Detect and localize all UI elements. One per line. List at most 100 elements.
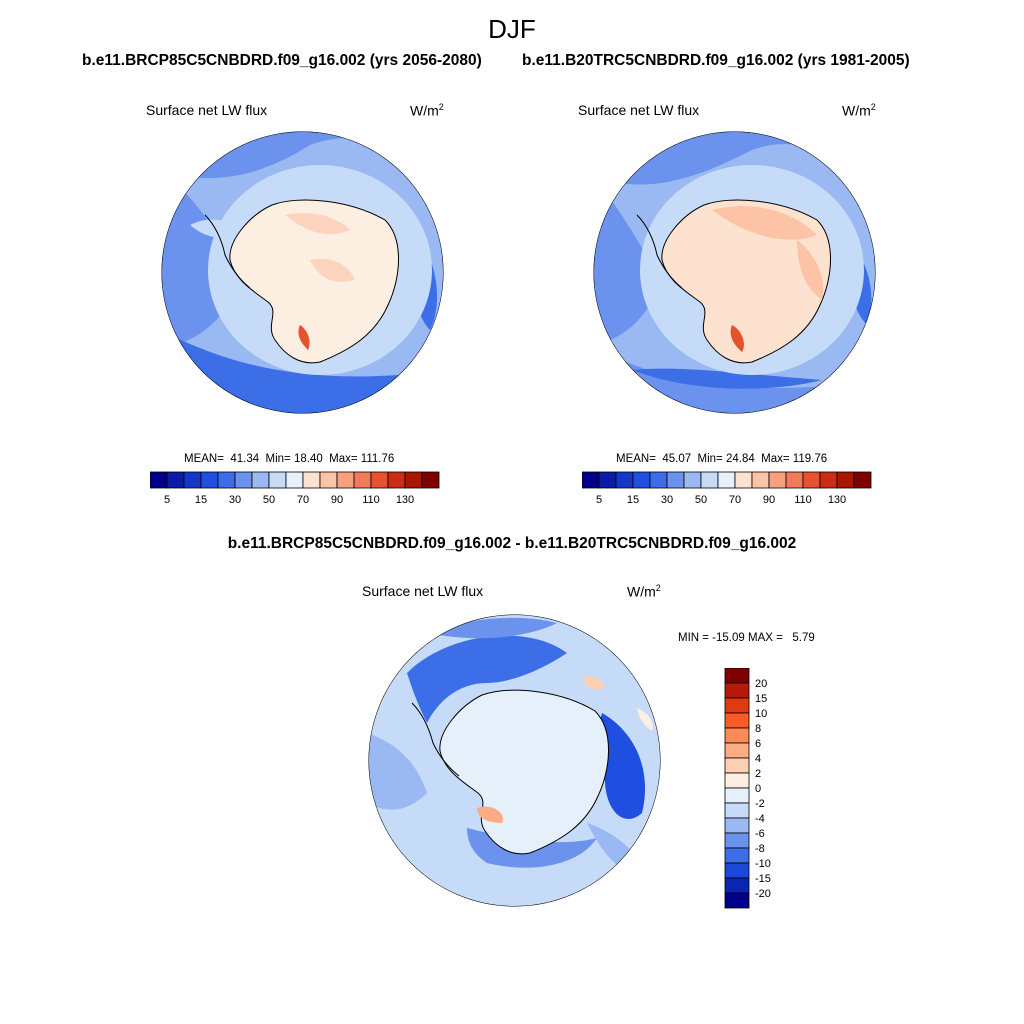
- panel2-colorbar-swatch: [666, 471, 685, 489]
- panel1-stats: MEAN= 41.34 Min= 18.40 Max= 111.76: [184, 453, 395, 465]
- panel1-colorbar-tick-label: 90: [331, 494, 343, 506]
- diff-colorbar-tick-label: 0: [755, 783, 761, 795]
- panel1-colorbar-swatch: [217, 471, 236, 489]
- diff-colorbar-swatch: [724, 877, 750, 894]
- panel2-colorbar-swatch: [615, 471, 634, 489]
- panel2-colorbar-tick-label: 5: [596, 494, 602, 506]
- diff-colorbar-tick-label: -6: [755, 828, 765, 840]
- panel2-colorbar-swatch: [700, 471, 719, 489]
- diff-colorbar-tick-label: -10: [755, 858, 771, 870]
- diff-colorbar-swatch: [724, 712, 750, 729]
- panel2-colorbar-swatch: [802, 471, 821, 489]
- panel1-colorbar-swatch: [251, 471, 270, 489]
- panel2-colorbar-swatch: [717, 471, 736, 489]
- panel1-polar-map: [161, 131, 444, 414]
- panel1-units: W/m2: [410, 102, 444, 119]
- panel2-units: W/m2: [842, 102, 876, 119]
- diff-colorbar-swatch: [724, 892, 750, 909]
- panel2-colorbar-tick-label: 15: [627, 494, 639, 506]
- diff-colorbar-swatch: [724, 787, 750, 804]
- panel2-colorbar-swatch: [836, 471, 855, 489]
- panel2-colorbar-tick-label: 130: [828, 494, 846, 506]
- panel2-colorbar-tick-label: 110: [794, 494, 812, 506]
- panel1-colorbar: 5 15 30 50 70 90 110 130: [150, 471, 440, 506]
- diff-colorbar-tick-label: -20: [755, 888, 771, 900]
- diff-colorbar-swatch: [724, 742, 750, 759]
- diff-colorbar-swatch: [724, 757, 750, 774]
- panel1-colorbar-swatch: [302, 471, 321, 489]
- panel1-colorbar-swatch: [387, 471, 406, 489]
- panel1-colorbar-swatch: [285, 471, 304, 489]
- panel2-case-title: b.e11.B20TRC5CNBDRD.f09_g16.002 (yrs 198…: [522, 52, 910, 69]
- panel2-colorbar-swatch: [734, 471, 753, 489]
- panel1-colorbar-swatch: [150, 471, 168, 489]
- panel1-colorbar-swatch: [166, 471, 185, 489]
- panel2-stats: MEAN= 45.07 Min= 24.84 Max= 119.76: [616, 453, 828, 465]
- panel2-colorbar-swatch: [683, 471, 702, 489]
- panel2-colorbar-swatch: [582, 471, 600, 489]
- panel1-colorbar-swatch: [319, 471, 338, 489]
- panel2-colorbar-tick-label: 30: [661, 494, 673, 506]
- diff-colorbar-swatch: [724, 847, 750, 864]
- panel1-colorbar-swatch: [234, 471, 253, 489]
- panel1-colorbar-tick-label: 30: [229, 494, 241, 506]
- panel1-variable-label: Surface net LW flux: [146, 102, 268, 118]
- panel1-colorbar-swatch: [183, 471, 202, 489]
- panel2-variable-label: Surface net LW flux: [578, 102, 700, 118]
- diff-colorbar-swatch: [724, 832, 750, 849]
- panel1-colorbar-swatch: [353, 471, 372, 489]
- diff-colorbar-tick-label: 2: [755, 768, 761, 780]
- diff-polar-map: [368, 614, 661, 907]
- panel1-colorbar-swatch: [336, 471, 355, 489]
- diff-colorbar-tick-label: 20: [755, 678, 767, 690]
- panel2-polar-map: [593, 131, 876, 414]
- panel1-colorbar-swatch: [404, 471, 423, 489]
- diff-colorbar-tick-label: 10: [755, 708, 767, 720]
- panel1-colorbar-tick-label: 110: [362, 494, 380, 506]
- panel1-colorbar-tick-label: 5: [164, 494, 170, 506]
- diff-colorbar-swatch: [724, 817, 750, 834]
- diff-colorbar-tick-label: 8: [755, 723, 761, 735]
- diff-colorbar-tick-label: -15: [755, 873, 771, 885]
- diff-colorbar-swatch: [724, 697, 750, 714]
- panel1-colorbar-tick-label: 130: [396, 494, 414, 506]
- panel1-colorbar-swatch: [200, 471, 219, 489]
- diff-colorbar-swatch: [724, 772, 750, 789]
- panel2-colorbar-swatch: [768, 471, 787, 489]
- diff-variable-label: Surface net LW flux: [362, 583, 484, 599]
- diff-colorbar-swatch: [724, 727, 750, 744]
- panel2-colorbar-swatch: [649, 471, 668, 489]
- panel1-case-title: b.e11.BRCP85C5CNBDRD.f09_g16.002 (yrs 20…: [82, 52, 482, 69]
- panel2-colorbar-swatch: [632, 471, 651, 489]
- diff-units: W/m2: [627, 583, 661, 600]
- diff-colorbar-swatch: [724, 668, 750, 684]
- diff-colorbar-swatch: [724, 802, 750, 819]
- difference-title: b.e11.BRCP85C5CNBDRD.f09_g16.002 - b.e11…: [227, 535, 797, 552]
- diff-colorbar-tick-label: -8: [755, 843, 765, 855]
- panel2-colorbar-swatch: [751, 471, 770, 489]
- panel2-colorbar-swatch: [853, 471, 872, 489]
- panel2-colorbar-tick-label: 90: [763, 494, 775, 506]
- diff-colorbar-swatch: [724, 682, 750, 699]
- panel1-colorbar-swatch: [421, 471, 440, 489]
- panel1-colorbar-tick-label: 50: [263, 494, 275, 506]
- diff-colorbar-tick-label: 4: [755, 753, 761, 765]
- panel2-colorbar-tick-label: 50: [695, 494, 707, 506]
- diff-colorbar-tick-label: -4: [755, 813, 765, 825]
- panel1-colorbar-tick-label: 15: [195, 494, 207, 506]
- diff-colorbar-swatch: [724, 862, 750, 879]
- panel2-colorbar-tick-label: 70: [729, 494, 741, 506]
- season-title: DJF: [488, 14, 536, 44]
- diff-colorbar-tick-label: 15: [755, 693, 767, 705]
- panel1-colorbar-tick-label: 70: [297, 494, 309, 506]
- diff-colorbar-tick-label: 6: [755, 738, 761, 750]
- diff-stats: MIN = -15.09 MAX = 5.79: [678, 632, 815, 644]
- panel2-colorbar-swatch: [819, 471, 838, 489]
- panel2-colorbar: 5 15 30 50 70 90 110 130: [582, 471, 872, 506]
- panel1-colorbar-swatch: [268, 471, 287, 489]
- panel2-colorbar-swatch: [598, 471, 617, 489]
- diff-colorbar-tick-label: -2: [755, 798, 765, 810]
- panel2-colorbar-swatch: [785, 471, 804, 489]
- panel1-colorbar-swatch: [370, 471, 389, 489]
